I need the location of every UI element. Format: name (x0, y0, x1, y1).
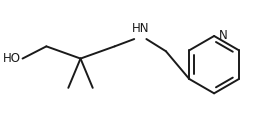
Text: N: N (219, 30, 228, 42)
Text: HN: HN (132, 22, 149, 35)
Text: HO: HO (3, 52, 21, 65)
